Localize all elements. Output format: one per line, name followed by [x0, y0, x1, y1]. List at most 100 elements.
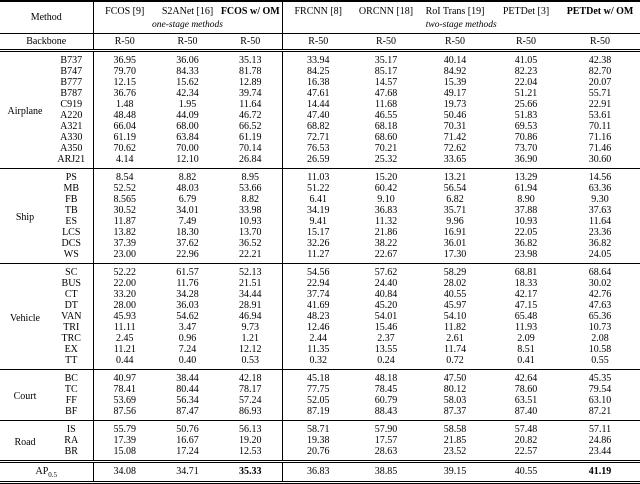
value-cell: 48.18	[374, 373, 398, 384]
value-cell: 4.14	[116, 154, 134, 165]
value-cell: 10.93	[219, 216, 283, 227]
value-cell: 23.44	[588, 446, 612, 457]
value-cell: 58.58	[443, 424, 467, 435]
backbone-cell: R-50	[219, 33, 283, 51]
value-cell: 87.37	[443, 406, 467, 417]
table-row: TT 0.44 0.40 0.53 0.32 0.24 0.72 0.41 0.55	[0, 355, 640, 370]
value-cell: 12.46	[307, 322, 330, 333]
value-cell: 80.12	[443, 384, 467, 395]
value-cell: 22.04	[514, 77, 538, 88]
value-cell: 0.40	[178, 355, 197, 366]
value-cell: 23.00	[113, 249, 137, 260]
group-label: Airplane	[7, 106, 43, 117]
value-cell: 47.15	[514, 300, 538, 311]
value-cell: 28.91	[219, 300, 283, 311]
value-cell: 36.52	[219, 238, 283, 249]
value-cell: 11.76	[176, 278, 199, 289]
value-cell: 58.03	[443, 395, 467, 406]
value-cell: 22.67	[374, 249, 398, 260]
backbone-label: Backbone	[0, 33, 94, 51]
value-cell: 9.30	[591, 194, 609, 205]
value-cell: 70.00	[176, 143, 199, 154]
value-cell: 9.41	[309, 216, 328, 227]
backbone-cell: R-50	[114, 36, 135, 47]
value-cell: 82.70	[588, 66, 612, 77]
value-cell: 42.18	[219, 369, 283, 384]
class-label: TT	[50, 355, 94, 370]
value-cell: 56.13	[219, 420, 283, 435]
value-cell: 28.02	[443, 278, 467, 289]
value-cell: 52.22	[113, 267, 137, 278]
value-cell: 68.60	[374, 132, 398, 143]
class-label: TRC	[50, 333, 94, 344]
value-cell: 24.05	[588, 249, 612, 260]
table-row: TC 78.41 80.44 78.17 77.75 78.45 80.12 78.60 79.…	[0, 384, 640, 395]
value-cell: 52.13	[219, 263, 283, 278]
ap-value: 34.08	[113, 466, 137, 477]
table-row: Airplane B737 36.95 36.06 35.13 33.94 35.17 40.…	[0, 50, 640, 117]
backbone-cell: R-50	[516, 36, 537, 47]
value-cell: 71.16	[588, 132, 612, 143]
value-cell: 80.44	[176, 384, 199, 395]
value-cell: 37.39	[113, 238, 137, 249]
value-cell: 28.00	[113, 300, 137, 311]
value-cell: 10.93	[514, 216, 538, 227]
value-cell: 54.10	[443, 311, 467, 322]
class-label: MB	[50, 183, 94, 194]
table-row: A350 70.62 70.00 70.14 76.53 70.21 72.62 73.70 7…	[0, 143, 640, 154]
value-cell: 61.57	[176, 267, 199, 278]
value-cell: 68.82	[307, 121, 330, 132]
value-cell: 18.33	[514, 278, 538, 289]
value-cell: 54.62	[176, 311, 199, 322]
table-row: TRC 2.45 0.96 1.21 2.44 2.37 2.61 2.09 2.08	[0, 333, 640, 344]
value-cell: 63.51	[514, 395, 538, 406]
table-row: WS 23.00 22.96 22.21 11.27 22.67 17.30 23.98 24.…	[0, 249, 640, 264]
value-cell: 8.82	[178, 172, 197, 183]
value-cell: 11.87	[113, 216, 136, 227]
table-row: BUS 22.00 11.76 21.51 22.94 24.40 28.02 18.33 30…	[0, 278, 640, 289]
value-cell: 76.53	[307, 143, 330, 154]
class-label: DCS	[50, 238, 94, 249]
value-cell: 63.10	[588, 395, 612, 406]
value-cell: 42.76	[588, 289, 612, 300]
value-cell: 15.39	[443, 77, 467, 88]
value-cell: 11.11	[113, 322, 136, 333]
value-cell: 79.54	[588, 384, 612, 395]
value-cell: 18.30	[176, 227, 199, 238]
value-cell: 12.89	[219, 77, 283, 88]
value-cell: 2.08	[591, 333, 609, 344]
value-cell: 0.24	[377, 355, 395, 366]
ap-value: 41.19	[588, 466, 612, 477]
value-cell: 6.79	[178, 194, 197, 205]
value-cell: 60.79	[374, 395, 398, 406]
value-cell: 34.28	[176, 289, 199, 300]
value-cell: 45.35	[588, 373, 612, 384]
table-row: Vehicle SC 52.22 61.57 52.13 54.56 57.62 58.29 6…	[0, 263, 640, 324]
stage-note: two-stage methods	[425, 20, 497, 30]
value-cell: 33.20	[113, 289, 137, 300]
table-header: Method FCOS [9] S2ANet [16] FCOS w/ OM FRCNN…	[0, 1, 640, 34]
class-label: FB	[50, 194, 94, 205]
value-cell: 61.19	[219, 132, 283, 143]
value-cell: 36.01	[443, 238, 467, 249]
value-cell: 15.20	[374, 172, 398, 183]
value-cell: 70.62	[113, 143, 137, 154]
value-cell: 0.53	[219, 355, 283, 370]
class-label: EX	[50, 344, 94, 355]
value-cell: 44.09	[176, 110, 199, 121]
table-row: FF 53.69 56.34 57.24 52.05 60.79 58.03 63.51 63.…	[0, 395, 640, 406]
backbone-row: Backbone R-50 R-50 R-50 R-50 R-50 R-50 R-50 R-50	[0, 33, 640, 51]
value-cell: 37.74	[307, 289, 330, 300]
group-label: Ship	[15, 212, 35, 223]
value-cell: 12.53	[219, 446, 283, 462]
value-cell: 53.61	[588, 110, 612, 121]
table-row: DCS 37.39 37.62 36.52 32.26 38.22 36.01 36.82 36…	[0, 238, 640, 249]
value-cell: 52.52	[113, 183, 137, 194]
value-cell: 52.05	[307, 395, 330, 406]
value-cell: 2.09	[517, 333, 535, 344]
value-cell: 66.04	[113, 121, 137, 132]
value-cell: 13.21	[443, 172, 467, 183]
backbone-cell: R-50	[376, 36, 397, 47]
value-cell: 72.62	[443, 143, 467, 154]
stage-note: one-stage methods	[93, 19, 283, 34]
